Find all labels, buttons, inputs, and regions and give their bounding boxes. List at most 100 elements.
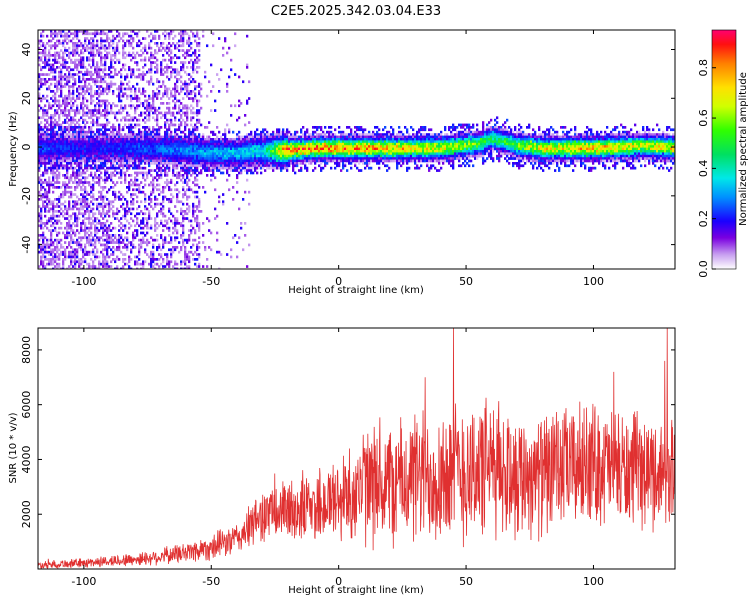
- heatmap-cell: [62, 121, 65, 124]
- heatmap-cell: [174, 183, 177, 187]
- heatmap-cell: [224, 140, 227, 144]
- heatmap-cell: [156, 246, 159, 249]
- heatmap-cell: [74, 135, 77, 139]
- heatmap-cell: [160, 138, 163, 141]
- heatmap-cell: [74, 159, 77, 163]
- heatmap-cell: [124, 138, 127, 141]
- heatmap-cell: [168, 207, 171, 211]
- heatmap-cell: [80, 138, 83, 141]
- heatmap-cell: [108, 152, 111, 156]
- heatmap-cell: [164, 150, 167, 153]
- heatmap-cell: [116, 162, 119, 165]
- heatmap-cell: [128, 162, 131, 165]
- heatmap-cell: [150, 39, 153, 43]
- heatmap-cell: [104, 46, 107, 50]
- heatmap-cell: [66, 157, 69, 160]
- heatmap-cell: [174, 128, 177, 132]
- heatmap-cell: [202, 154, 205, 158]
- heatmap-cell: [180, 121, 183, 124]
- heatmap-cell: [118, 138, 121, 141]
- heatmap-cell: [232, 198, 235, 201]
- heatmap-cell: [122, 241, 125, 244]
- heatmap-cell: [38, 78, 41, 81]
- heatmap-cell: [78, 198, 81, 201]
- heatmap-cell: [112, 49, 115, 52]
- heatmap-cell: [98, 166, 101, 170]
- heatmap-cell: [88, 92, 91, 96]
- heatmap-cell: [106, 99, 109, 103]
- heatmap-cell: [156, 152, 159, 156]
- heatmap-cell: [128, 80, 131, 84]
- heatmap-cell: [62, 164, 65, 168]
- heatmap-cell: [84, 253, 87, 256]
- heatmap-cell: [48, 123, 51, 127]
- heatmap-cell: [84, 73, 87, 76]
- heatmap-cell: [160, 152, 163, 156]
- heatmap-cell: [56, 162, 59, 165]
- heatmap-cell: [128, 68, 131, 72]
- heatmap-cell: [38, 39, 41, 43]
- heatmap-cell: [194, 147, 197, 151]
- heatmap-cell: [182, 66, 185, 69]
- heatmap-cell: [178, 126, 181, 129]
- heatmap-cell: [182, 142, 185, 146]
- heatmap-cell: [68, 97, 71, 100]
- heatmap-cell: [90, 46, 93, 50]
- heatmap-cell: [184, 212, 187, 216]
- heatmap-cell: [212, 85, 215, 88]
- heatmap-cell: [192, 164, 195, 168]
- heatmap-cell: [192, 190, 195, 194]
- heatmap-cell: [154, 92, 157, 96]
- heatmap-cell: [126, 238, 129, 242]
- heatmap-cell: [94, 66, 97, 69]
- heatmap-cell: [198, 255, 201, 259]
- heatmap-cell: [194, 49, 197, 52]
- heatmap-cell: [152, 104, 155, 108]
- heatmap-cell: [40, 138, 43, 141]
- heatmap-cell: [68, 166, 71, 170]
- heatmap-cell: [136, 133, 139, 136]
- heatmap-cell: [144, 126, 147, 129]
- heatmap-cell: [232, 145, 235, 148]
- heatmap-cell: [162, 94, 165, 98]
- heatmap-cell: [128, 118, 131, 122]
- heatmap-cell: [148, 159, 151, 163]
- heatmap-cell: [134, 138, 137, 141]
- heatmap-cell: [110, 75, 113, 79]
- heatmap-cell: [66, 171, 69, 175]
- heatmap-cell: [74, 61, 77, 64]
- heatmap-cell: [204, 147, 207, 151]
- heatmap-cell: [186, 265, 189, 268]
- heatmap-cell: [172, 250, 175, 254]
- heatmap-cell: [66, 152, 69, 156]
- heatmap-cell: [138, 253, 141, 256]
- heatmap-cell: [158, 174, 161, 177]
- heatmap-cell: [134, 140, 137, 144]
- heatmap-cell: [72, 130, 75, 134]
- heatmap-cell: [180, 109, 183, 112]
- heatmap-cell: [186, 183, 189, 187]
- heatmap-cell: [86, 135, 89, 139]
- heatmap-cell: [178, 92, 181, 96]
- heatmap-cell: [116, 152, 119, 156]
- heatmap-cell: [50, 166, 53, 170]
- heatmap-cell: [88, 58, 91, 62]
- heatmap-cell: [152, 152, 155, 156]
- heatmap-cell: [174, 34, 177, 38]
- heatmap-cell: [84, 85, 87, 88]
- heatmap-cell: [118, 85, 121, 88]
- heatmap-cell: [100, 128, 103, 132]
- heatmap-cell: [90, 258, 93, 261]
- heatmap-cell: [142, 236, 145, 240]
- heatmap-cell: [210, 169, 213, 172]
- heatmap-cell: [106, 85, 109, 88]
- heatmap-cell: [52, 241, 55, 244]
- heatmap-cell: [248, 159, 251, 163]
- heatmap-cell: [150, 253, 153, 256]
- heatmap-cell: [186, 73, 189, 76]
- heatmap-cell: [58, 166, 61, 170]
- heatmap-cell: [134, 176, 137, 180]
- heatmap-cell: [156, 30, 159, 33]
- heatmap-cell: [96, 85, 99, 88]
- heatmap-cell: [66, 183, 69, 187]
